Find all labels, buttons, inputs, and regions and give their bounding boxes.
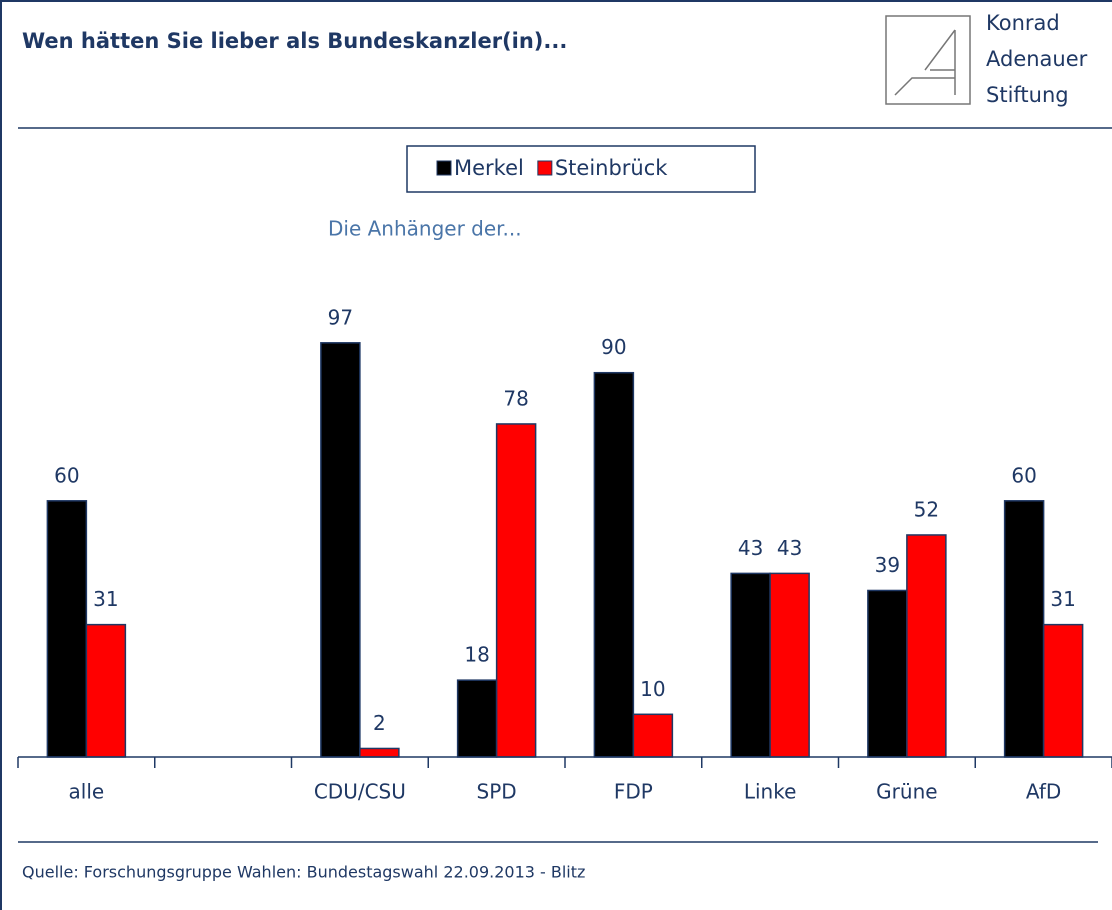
bar xyxy=(769,572,810,758)
logo-mark xyxy=(894,29,956,96)
value-label: 43 xyxy=(738,536,763,560)
bar xyxy=(867,589,908,758)
value-label: 10 xyxy=(640,677,665,701)
value-label: 31 xyxy=(93,587,118,611)
logo-text: Adenauer xyxy=(986,47,1088,71)
legend-swatch xyxy=(436,160,452,176)
bar xyxy=(906,534,947,758)
bar xyxy=(85,623,127,758)
value-label: 90 xyxy=(601,335,626,359)
value-label: 78 xyxy=(503,386,528,410)
logo-text: Konrad xyxy=(986,11,1060,35)
x-tick-label: AfD xyxy=(1026,780,1061,804)
value-label: 39 xyxy=(875,553,900,577)
bar xyxy=(730,572,771,758)
bar xyxy=(359,747,400,758)
bar xyxy=(1042,623,1084,758)
bar xyxy=(320,342,361,758)
logo-text: Stiftung xyxy=(986,83,1069,107)
legend-label: Steinbrück xyxy=(555,156,668,180)
value-label: 97 xyxy=(328,305,353,329)
legend-swatch xyxy=(537,160,553,176)
x-tick-label: CDU/CSU xyxy=(314,780,406,804)
logo-box xyxy=(885,15,971,105)
logo: Konrad Adenauer Stiftung xyxy=(885,11,1088,107)
chart-subtitle: Die Anhänger der... xyxy=(328,217,522,241)
x-tick-label: alle xyxy=(69,780,105,804)
bar xyxy=(593,371,635,758)
value-label: 2 xyxy=(373,711,386,735)
value-label: 60 xyxy=(54,463,79,487)
legend-label: Merkel xyxy=(454,156,524,180)
bar xyxy=(456,679,498,758)
chart-title: Wen hätten Sie lieber als Bundeskanzler(… xyxy=(22,29,567,53)
source: Quelle: Forschungsgruppe Wahlen: Bundest… xyxy=(22,863,585,882)
bar xyxy=(46,500,88,758)
x-tick-label: Linke xyxy=(744,780,797,804)
x-tick-label: Grüne xyxy=(876,780,937,804)
bar xyxy=(495,423,537,758)
x-tick-label: FDP xyxy=(614,780,653,804)
legend-box xyxy=(406,145,756,193)
value-label: 43 xyxy=(777,536,802,560)
value-label: 60 xyxy=(1011,463,1036,487)
value-label: 18 xyxy=(464,643,489,667)
value-label: 31 xyxy=(1050,587,1075,611)
x-tick-label: SPD xyxy=(477,780,517,804)
bar xyxy=(632,713,674,758)
value-label: 52 xyxy=(914,497,939,521)
bar xyxy=(1003,500,1045,758)
